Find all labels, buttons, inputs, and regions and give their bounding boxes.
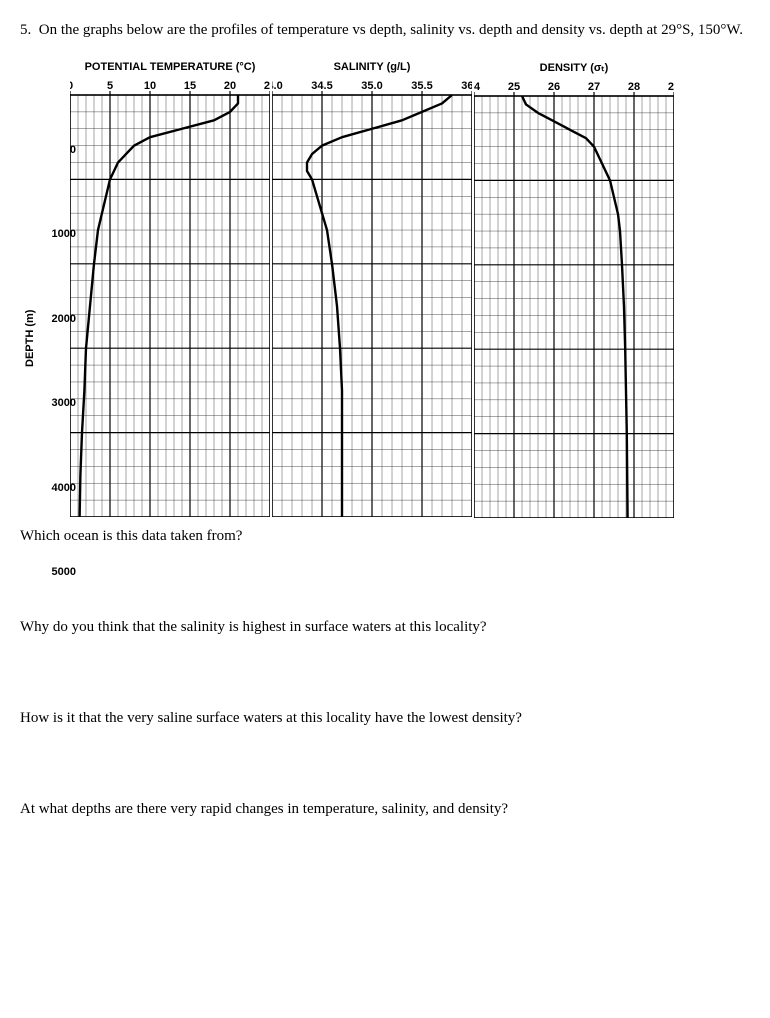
x-tick-label: 28 [628,81,640,93]
chart-title: POTENTIAL TEMPERATURE (°C) [70,61,270,73]
profile-curve [307,95,452,517]
question-number: 5. [20,22,31,38]
x-tick-label: 15 [184,80,196,92]
chart-title: SALINITY (g/L) [272,61,472,73]
x-tick-label: 26 [548,81,560,93]
x-tick-label: 35.5 [411,80,432,92]
sub-question-4: At what depths are there very rapid chan… [20,799,750,820]
x-tick-label: 29 [668,81,674,93]
sub-question-2: Why do you think that the salinity is hi… [20,617,750,638]
x-tick-label: 36.0 [461,80,472,92]
x-tick-label: 34.5 [311,80,332,92]
chart-panel: DENSITY (σₜ) 24 25 26 27 28 29 [474,61,674,518]
x-tick-label: 0 [70,80,73,92]
y-axis-label: DEPTH (m) [24,310,36,367]
y-tick-label: 5000 [52,566,76,578]
x-tick-label: 35.0 [361,80,382,92]
x-tick-label: 34.0 [272,80,283,92]
question-text: On the graphs below are the profiles of … [39,22,743,38]
x-tick-label: 25 [508,81,520,93]
chart-svg: 34.0 34.5 35.0 35.5 36.0 [272,77,472,517]
x-tick-label: 25 [264,80,270,92]
x-tick-label: 27 [588,81,600,93]
x-tick-label: 5 [107,80,113,92]
x-tick-label: 20 [224,80,236,92]
sub-question-3: How is it that the very saline surface w… [20,708,750,729]
sub-question-1: Which ocean is this data taken from? [20,526,750,547]
x-tick-label: 24 [474,81,481,93]
chart-svg: 24 25 26 27 28 29 [474,78,674,518]
x-tick-label: 10 [144,80,156,92]
question-intro: 5. On the graphs below are the profiles … [20,20,750,41]
chart-title: DENSITY (σₜ) [474,61,674,74]
chart-svg: 0 5 10 15 20 25 [70,77,270,517]
chart-panel: SALINITY (g/L) 34.0 34.5 35.0 35.5 36.0 [272,61,472,518]
charts-row: POTENTIAL TEMPERATURE (°C)0510152025SALI… [70,61,750,518]
chart-panel: POTENTIAL TEMPERATURE (°C) 0 5 10 15 20 25 [70,61,270,518]
profile-curve [80,95,238,517]
